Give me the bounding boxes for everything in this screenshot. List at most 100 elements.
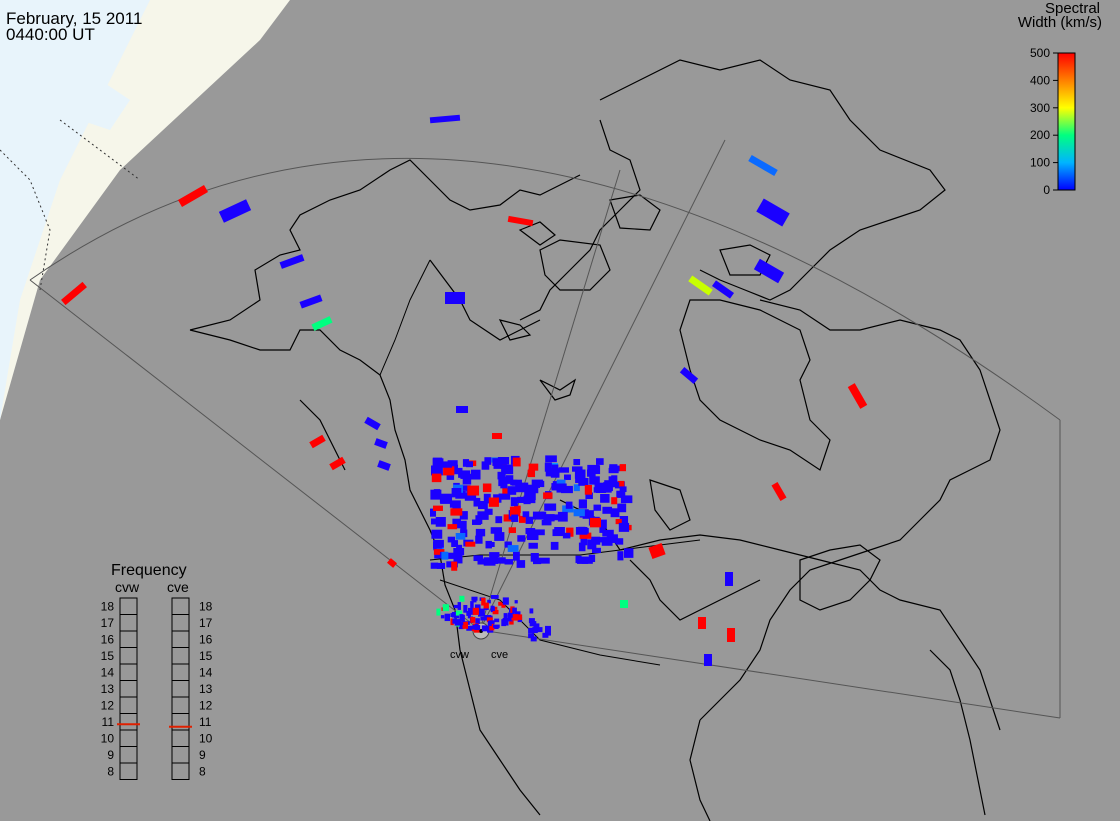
- echo-cell: [490, 606, 495, 612]
- echo-cell: [481, 625, 488, 632]
- frequency-tick-label: 17: [101, 616, 115, 630]
- echo-cell: [619, 516, 629, 525]
- echo-cell: [519, 515, 526, 523]
- echo-cell: [451, 561, 458, 571]
- echo-cell: [465, 473, 472, 479]
- echo-cell: [507, 614, 513, 622]
- echo-cell: [387, 558, 397, 568]
- echo-cell: [498, 476, 508, 487]
- echo-cell: [608, 476, 616, 486]
- echo-cell: [756, 198, 790, 227]
- echo-cell: [592, 537, 603, 543]
- echo-cell: [494, 532, 505, 541]
- echo-cell: [430, 489, 442, 500]
- echo-cell: [541, 519, 552, 526]
- echo-cell: [470, 617, 476, 623]
- echo-cell: [61, 281, 87, 306]
- echo-cell: [452, 518, 461, 529]
- echo-cell: [472, 597, 477, 603]
- radar-fov: [29, 139, 1061, 719]
- echo-cell: [618, 522, 630, 532]
- echo-cell: [615, 519, 622, 525]
- echo-cell: [494, 618, 500, 623]
- echo-cell: [711, 280, 735, 299]
- radar-label-east: cve: [491, 649, 508, 661]
- echo-cell: [536, 627, 543, 633]
- echo-cell: [525, 497, 536, 504]
- echo-cell: [454, 619, 462, 626]
- colorbar-tick-label: 100: [1030, 156, 1050, 170]
- echo-cell: [489, 623, 495, 631]
- echo-cell: [458, 622, 464, 630]
- echo-cell: [572, 466, 583, 472]
- echo-cell: [528, 628, 535, 634]
- echo-cell: [459, 622, 464, 626]
- colorbar-tick-label: 500: [1030, 46, 1050, 60]
- echo-cell: [436, 608, 441, 616]
- echo-cell: [459, 614, 464, 621]
- echo-cell: [493, 624, 500, 628]
- echo-cell: [589, 517, 602, 528]
- echo-cell: [444, 613, 451, 622]
- frequency-tick-label: 9: [107, 748, 114, 762]
- echo-cell: [698, 617, 706, 629]
- echo-cell: [573, 484, 580, 492]
- echo-cell: [218, 199, 252, 223]
- echo-cell: [509, 506, 521, 517]
- echo-cell: [502, 487, 512, 494]
- echo-cell: [501, 602, 506, 608]
- backscatter-echoes: [61, 114, 868, 666]
- echo-cell: [522, 511, 530, 518]
- echo-cell: [456, 544, 463, 551]
- frequency-tick-label: 9: [199, 748, 206, 762]
- frequency-tick-label: 14: [101, 665, 115, 679]
- echo-cell: [430, 562, 439, 569]
- frequency-boxes: 18 18 17 17 16 16 15 15 14 14 13 13 12 12 11 11 10 10 9 9 8 8: [101, 597, 213, 780]
- echo-cell: [530, 621, 537, 627]
- echo-cell: [616, 490, 626, 498]
- echo-cell: [453, 604, 461, 609]
- echo-cell: [545, 455, 557, 463]
- echo-cell: [515, 483, 527, 493]
- echo-cell: [450, 618, 454, 626]
- echo-cell: [537, 557, 550, 564]
- echo-cell: [617, 551, 624, 561]
- echo-cell: [593, 504, 602, 511]
- echo-cell: [579, 532, 592, 539]
- echo-cell: [502, 597, 509, 605]
- echo-cell: [550, 514, 559, 521]
- echo-cell: [544, 503, 557, 511]
- echo-cell: [463, 605, 468, 613]
- echo-cell: [447, 460, 458, 469]
- echo-cell: [507, 486, 517, 495]
- echo-cell: [532, 511, 545, 520]
- echo-cell: [511, 514, 519, 522]
- echo-cell: [490, 595, 498, 599]
- echo-cell: [596, 458, 604, 465]
- echo-cell: [587, 539, 597, 550]
- echo-cell: [439, 493, 452, 503]
- frequency-radar-right: cve: [167, 579, 189, 595]
- echo-cell: [459, 595, 465, 602]
- echo-cell: [279, 254, 305, 269]
- echo-cell: [602, 506, 613, 514]
- echo-cell: [451, 488, 462, 498]
- echo-cell: [453, 548, 465, 556]
- echo-cell: [545, 630, 551, 636]
- echo-cell: [478, 501, 488, 510]
- echo-cell: [505, 475, 514, 484]
- echo-cell: [725, 572, 733, 586]
- echo-cell: [588, 554, 596, 563]
- echo-cell: [483, 602, 489, 609]
- frequency-column-left: [119, 597, 138, 780]
- colorbar-tick-label: 400: [1030, 73, 1050, 87]
- colorbar-scale: [1057, 52, 1076, 191]
- echo-cell: [609, 464, 618, 473]
- echo-cell: [470, 601, 474, 608]
- echo-cell: [617, 480, 625, 488]
- echo-cell: [430, 508, 437, 517]
- echo-cell: [620, 600, 628, 608]
- echo-cell: [455, 610, 463, 616]
- echo-cell: [457, 602, 461, 610]
